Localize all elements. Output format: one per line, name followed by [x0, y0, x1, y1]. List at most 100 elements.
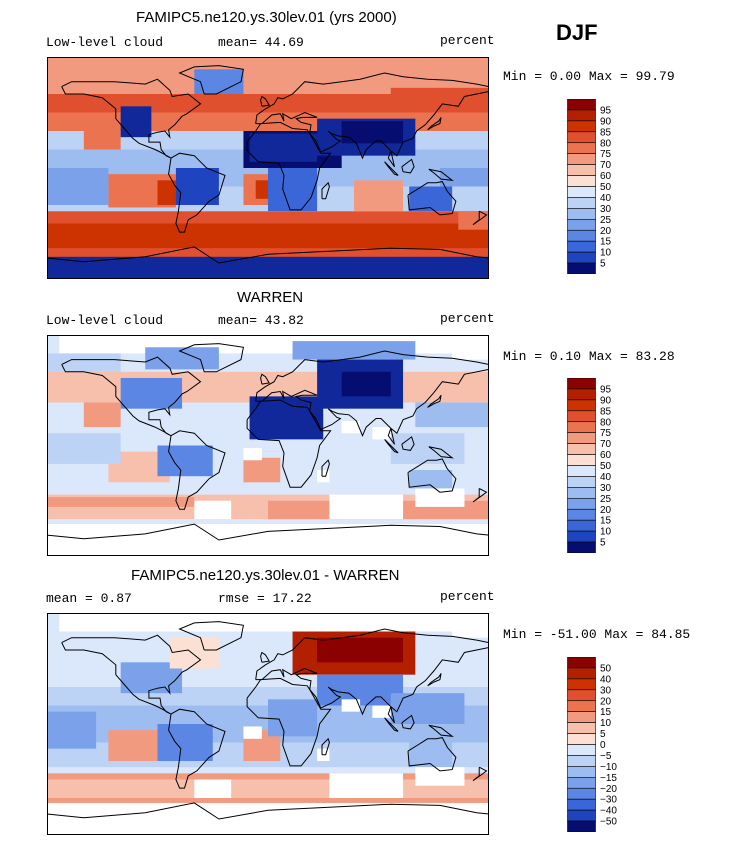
field-patch — [83, 124, 121, 150]
colorbar-tick-label: 50 — [600, 663, 612, 674]
colorbar-tick-label: 20 — [600, 696, 612, 707]
field-patch — [169, 637, 219, 669]
colorbar-swatch — [567, 262, 596, 275]
colorbar-swatch — [567, 498, 596, 510]
coastline — [246, 121, 332, 211]
colorbar-swatch — [567, 388, 596, 401]
colorbar-tick-label: 90 — [600, 116, 612, 127]
panel2-title: WARREN — [237, 289, 304, 306]
field-patch — [47, 353, 121, 372]
colorbar-swatch — [567, 820, 596, 833]
coastline — [47, 246, 489, 264]
colorbar-tick-label: 20 — [600, 226, 612, 237]
panel1-colorbar: 95 90 85 80 75 70 60 50 40 30 25 20 15 10 5 — [567, 98, 627, 275]
panel1-variable-label: Low-level cloud — [46, 35, 164, 50]
colorbar-tick-label: 10 — [600, 248, 612, 259]
field-patch — [409, 186, 453, 212]
colorbar-tick-label: 40 — [600, 674, 612, 685]
colorbar-tick-label: 30 — [600, 483, 612, 494]
colorbar-tick-label: 50 — [600, 182, 612, 193]
coastline — [260, 95, 271, 107]
panel3-minmax-label: Min = -51.00 Max = 84.85 — [503, 627, 691, 642]
coastline — [401, 714, 415, 730]
panel2-colorbar: 95 90 85 80 75 70 60 50 40 30 25 20 15 10 5 — [567, 377, 627, 554]
panel3-units-label: percent — [440, 589, 495, 604]
field-patch — [47, 168, 109, 205]
coastline — [61, 78, 202, 159]
field-patch — [415, 402, 489, 428]
colorbar-swatch — [567, 109, 596, 122]
field-patch — [390, 433, 465, 464]
colorbar-swatch — [567, 689, 596, 702]
coastline — [246, 677, 332, 767]
colorbar-swatch — [567, 421, 596, 433]
coastline — [321, 459, 330, 477]
panel2-map — [47, 335, 489, 556]
colorbar-swatch — [567, 432, 596, 444]
field-patch — [268, 168, 318, 212]
missing-data-patch — [372, 427, 391, 440]
colorbar-swatch — [567, 508, 596, 521]
colorbar-tick-label: 60 — [600, 450, 612, 461]
coastline — [260, 651, 271, 663]
coastline — [401, 436, 415, 451]
colorbar-tick-label: −40 — [600, 806, 617, 817]
field-patch — [83, 402, 121, 428]
coastline — [384, 161, 399, 176]
colorbar-tick-label: −5 — [600, 751, 612, 762]
colorbar-swatch — [567, 733, 596, 745]
map-frame — [47, 57, 489, 279]
colorbar-swatch — [567, 454, 596, 466]
colorbar-tick-label: 5 — [600, 259, 606, 270]
field-patch — [175, 168, 219, 205]
coastline — [427, 117, 442, 131]
colorbar-swatch — [567, 208, 596, 220]
colorbar-swatch — [567, 131, 596, 144]
field-patch — [120, 106, 152, 138]
colorbar-tick-label: 15 — [600, 707, 612, 718]
colorbar-tick-label: 95 — [600, 105, 612, 116]
colorbar-tick-label: 15 — [600, 237, 612, 248]
colorbar-tick-label: 30 — [600, 204, 612, 215]
field-patch — [439, 168, 489, 187]
field-patch — [353, 180, 404, 212]
field-patch — [329, 494, 404, 520]
field-patch — [47, 256, 489, 279]
colorbar-swatch — [567, 399, 596, 412]
coastline — [178, 65, 244, 95]
missing-data-patch — [415, 767, 465, 786]
field-patch — [47, 711, 97, 749]
coastline — [178, 621, 244, 651]
colorbar-tick-label: 40 — [600, 472, 612, 483]
colorbar-swatch — [567, 798, 596, 811]
field-patch — [292, 341, 416, 360]
field-patch — [47, 802, 489, 835]
colorbar-swatch — [567, 219, 596, 231]
colorbar-swatch — [567, 164, 596, 176]
colorbar-swatch — [567, 787, 596, 800]
coastline — [255, 628, 489, 724]
colorbar-tick-label: 25 — [600, 215, 612, 226]
coastline — [407, 458, 457, 493]
colorbar-tick-label: −30 — [600, 795, 617, 806]
colorbar-tick-label: 75 — [600, 149, 612, 160]
colorbar-swatch — [567, 465, 596, 477]
panel1-title: FAMIPC5.ne120.ys.30lev.01 (yrs 2000) — [136, 9, 397, 26]
panel1-minmax-label: Min = 0.00 Max = 99.79 — [503, 69, 675, 84]
colorbar-tick-label: −15 — [600, 773, 617, 784]
coastline — [472, 488, 488, 503]
coastline — [427, 394, 442, 408]
colorbar-swatch — [567, 229, 596, 242]
colorbar-swatch — [567, 755, 596, 767]
coastline — [61, 356, 202, 437]
colorbar-tick-label: 85 — [600, 406, 612, 417]
colorbar-swatch — [567, 175, 596, 187]
colorbar-swatch — [567, 197, 596, 209]
field-patch — [249, 133, 318, 162]
colorbar-swatch — [567, 186, 596, 198]
coastline — [407, 737, 457, 772]
colorbar-swatch — [567, 443, 596, 455]
missing-data-patch — [341, 420, 361, 434]
coastline — [428, 168, 454, 181]
coastline — [401, 158, 415, 174]
